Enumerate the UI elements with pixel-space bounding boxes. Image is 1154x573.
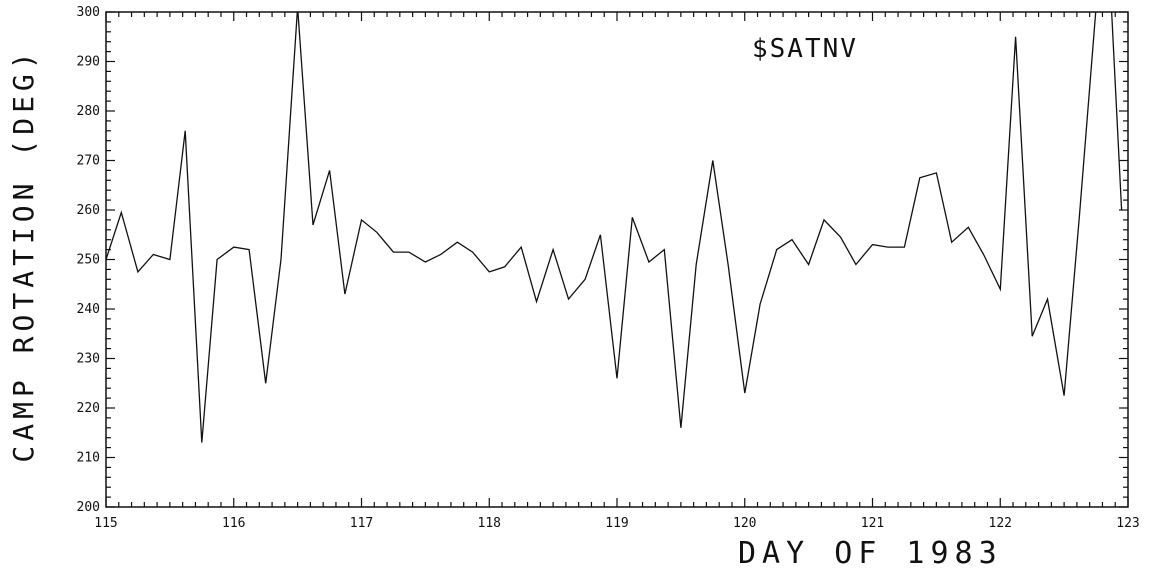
y-tick-label: 210: [77, 451, 100, 466]
chart-title: $SATNV: [752, 34, 858, 64]
y-tick-label: 280: [77, 104, 100, 119]
y-axis-title: CAMP ROTATION (DEG): [7, 47, 40, 462]
x-axis-title: DAY OF 1983: [738, 536, 1003, 571]
x-tick-label: 120: [733, 516, 756, 531]
y-tick-label: 270: [77, 154, 100, 169]
x-tick-label: 122: [989, 516, 1012, 531]
x-tick-label: 116: [222, 516, 245, 531]
y-tick-label: 220: [77, 401, 100, 416]
y-tick-label: 230: [77, 352, 100, 367]
x-tick-label: 115: [94, 516, 117, 531]
x-tick-label: 118: [478, 516, 501, 531]
x-tick-label: 119: [605, 516, 628, 531]
x-tick-label: 123: [1116, 516, 1139, 531]
plot-frame: [105, 11, 1129, 508]
y-tick-label: 300: [77, 5, 100, 20]
x-tick-label: 117: [350, 516, 373, 531]
series-line: [106, 12, 1123, 443]
y-tick-label: 260: [77, 203, 100, 218]
y-tick-label: 250: [77, 253, 100, 268]
y-tick-label: 200: [77, 500, 100, 515]
x-tick-label: 121: [861, 516, 884, 531]
y-tick-label: 290: [77, 55, 100, 70]
y-tick-label: 240: [77, 302, 100, 317]
plot-area: 115 116 117 118 119 120 121 122 123 200 210 220 230 2…: [77, 5, 1140, 531]
